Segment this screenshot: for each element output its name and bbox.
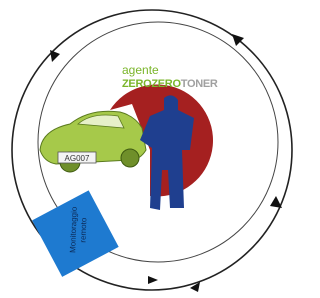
brand-part2: TONER bbox=[181, 78, 218, 90]
badge-line2: remoto bbox=[79, 217, 89, 243]
logo-illustration: AG007 agente ZEROZEROTONER Monitoraggio … bbox=[0, 0, 301, 298]
arrow bbox=[148, 276, 158, 284]
badge-line1: Monitoraggio bbox=[68, 206, 79, 253]
plate: AG007 bbox=[65, 154, 90, 163]
badge: Monitoraggio remoto bbox=[32, 190, 119, 277]
arrow bbox=[232, 34, 244, 46]
logo-brand: ZEROZEROTONER bbox=[122, 78, 218, 90]
brand-part1: ZEROZERO bbox=[122, 78, 181, 90]
arrow bbox=[270, 196, 282, 208]
page: AG007 agente ZEROZEROTONER Monitoraggio … bbox=[0, 0, 301, 298]
arrow bbox=[50, 50, 60, 62]
car: AG007 bbox=[40, 111, 146, 172]
logo-prefix: agente bbox=[122, 63, 159, 77]
